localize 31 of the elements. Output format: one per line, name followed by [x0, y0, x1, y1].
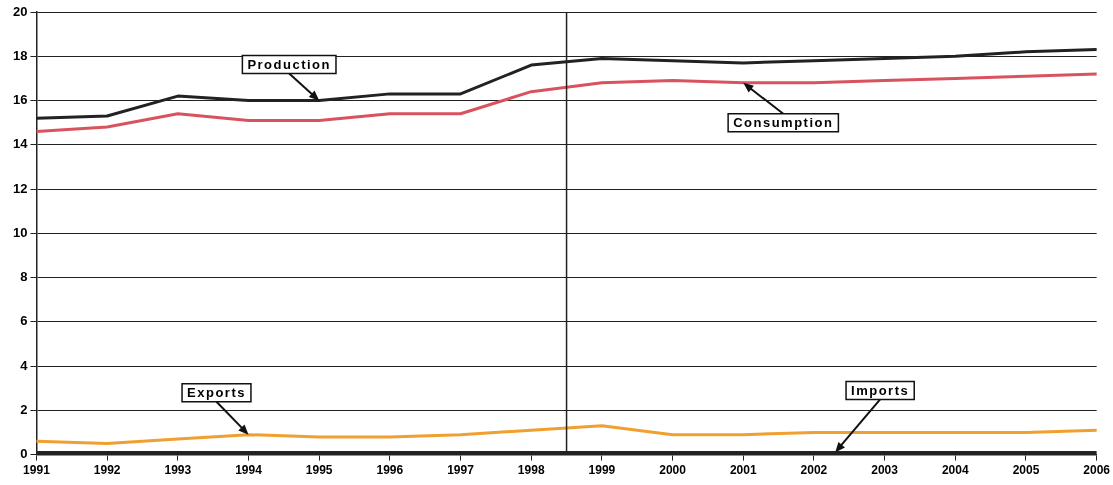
x-tick-label: 1997: [447, 463, 475, 478]
y-tick-label: 12: [12, 180, 28, 196]
y-tick-label: 10: [12, 224, 28, 240]
x-tick-label: 2004: [941, 463, 969, 478]
y-tick-label: 18: [12, 47, 28, 63]
y-tick-label: 8: [20, 269, 28, 285]
x-tick-label: 1998: [517, 463, 545, 478]
x-tick-label: 2006: [1083, 463, 1111, 478]
y-tick-label: 20: [12, 3, 28, 19]
x-tick-label: 1995: [305, 463, 333, 478]
y-tick-label: 14: [12, 136, 29, 152]
x-tick-label: 1994: [235, 463, 263, 478]
y-tick-label: 6: [20, 313, 28, 329]
y-tick-label: 16: [12, 92, 28, 108]
annotation: Imports: [851, 382, 910, 398]
x-tick-label: 1999: [588, 463, 616, 478]
x-tick-label: 1991: [23, 463, 51, 478]
x-tick-label: 1993: [164, 463, 192, 478]
x-tick-label: 2001: [729, 463, 757, 478]
annotation: Production: [247, 57, 331, 73]
x-tick-label: 1996: [376, 463, 404, 478]
x-tick-label: 2003: [871, 463, 899, 478]
x-tick-label: 1992: [93, 463, 121, 478]
y-tick-label: 4: [20, 357, 29, 373]
x-tick-label: 2002: [800, 463, 828, 478]
y-tick-label: 0: [20, 446, 28, 462]
x-tick-label: 2000: [659, 463, 687, 478]
y-tick-label: 2: [20, 401, 28, 417]
annotation: Consumption: [733, 115, 834, 131]
x-tick-label: 2005: [1012, 463, 1040, 478]
annotation: Exports: [187, 385, 246, 401]
